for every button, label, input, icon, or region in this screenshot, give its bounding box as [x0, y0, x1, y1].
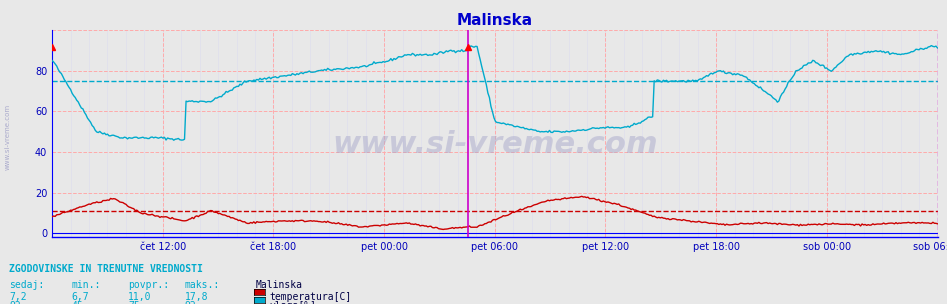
Text: temperatura[C]: temperatura[C] — [270, 292, 352, 302]
Text: Malinska: Malinska — [256, 280, 303, 290]
Title: Malinska: Malinska — [456, 13, 533, 28]
Text: 11,0: 11,0 — [128, 292, 152, 302]
Text: www.si-vreme.com: www.si-vreme.com — [5, 104, 10, 170]
Text: 7,2: 7,2 — [9, 292, 27, 302]
Text: povpr.:: povpr.: — [128, 280, 169, 290]
Text: min.:: min.: — [71, 280, 100, 290]
Text: 45: 45 — [71, 301, 82, 304]
Text: maks.:: maks.: — [185, 280, 220, 290]
Text: vlaga[%]: vlaga[%] — [270, 301, 317, 304]
Text: sedaj:: sedaj: — [9, 280, 45, 290]
Text: 92: 92 — [185, 301, 196, 304]
Text: 6,7: 6,7 — [71, 292, 89, 302]
Text: ZGODOVINSKE IN TRENUTNE VREDNOSTI: ZGODOVINSKE IN TRENUTNE VREDNOSTI — [9, 264, 204, 275]
Text: 17,8: 17,8 — [185, 292, 208, 302]
Text: 92: 92 — [9, 301, 21, 304]
Text: 75: 75 — [128, 301, 139, 304]
Text: www.si-vreme.com: www.si-vreme.com — [332, 130, 657, 159]
